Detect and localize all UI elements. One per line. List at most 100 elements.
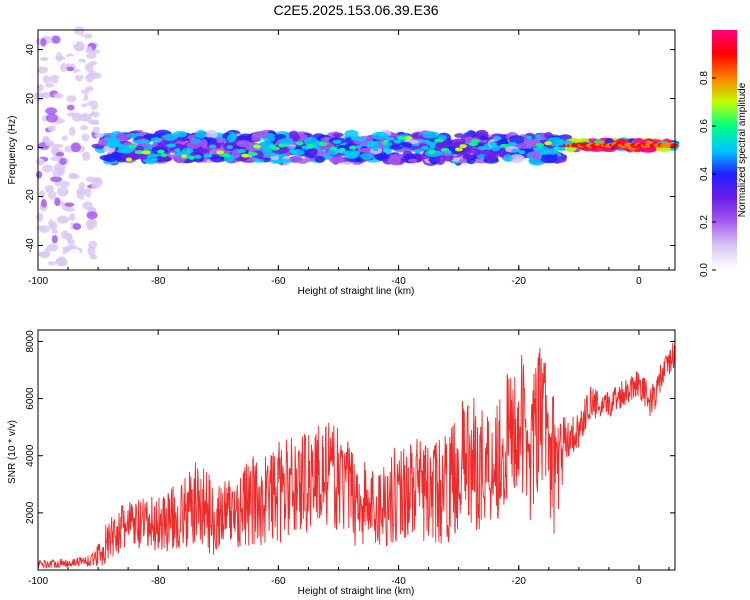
spectrogram-ridge-cell — [384, 136, 395, 141]
spectrogram-cell — [309, 147, 318, 155]
spectrogram-cell — [540, 154, 558, 164]
spectrogram-cell — [360, 153, 374, 160]
spectrogram-cell — [40, 56, 49, 62]
spectrogram-cell — [85, 62, 94, 72]
spectrogram-ridge-cell — [220, 153, 231, 158]
spectrogram-cell — [53, 93, 64, 99]
snr-x-tick-label: -20 — [512, 576, 527, 587]
spectrogram-cell — [66, 95, 77, 103]
spectrogram-cell — [40, 38, 47, 47]
spectrogram-ridge-cell — [141, 150, 151, 155]
spectrogram-cell — [408, 158, 418, 163]
spectrogram-x-tick-label: -20 — [512, 276, 527, 287]
spectrogram-cell — [462, 154, 474, 160]
spectrogram-cell — [332, 132, 344, 138]
spectrogram-ridge-cell — [488, 141, 497, 146]
snr-y-tick-label: 8000 — [25, 330, 36, 353]
spectrogram-y-tick-label: -20 — [25, 189, 36, 204]
spectrogram-cell — [68, 213, 76, 222]
spectrogram-cell — [42, 75, 51, 84]
spectrogram-cell — [66, 55, 77, 63]
spectrogram-ridge-cell — [459, 144, 467, 149]
snr-series — [37, 343, 676, 569]
spectrogram-cell — [71, 155, 83, 162]
colorbar-ticks: 0.0 0.2 0.4 0.6 0.8 — [699, 71, 716, 277]
spectrogram-ridge-cell — [499, 143, 510, 148]
spectrogram-ridge-cell — [454, 147, 463, 152]
spectrogram-cell — [86, 52, 97, 59]
spectrogram-cell — [59, 62, 68, 72]
spectrogram-ridge-cell — [194, 154, 202, 159]
spectrogram-cell — [195, 129, 207, 139]
spectrogram-cell — [443, 154, 454, 162]
snr-x-label: Height of straight line (km) — [298, 586, 415, 597]
spectrogram-cell — [387, 156, 401, 165]
spectrogram-cell — [144, 133, 157, 139]
spectrogram-cell — [135, 145, 145, 152]
spectrogram-ridge-cell — [160, 153, 167, 158]
spectrogram-cell — [503, 154, 513, 162]
spectrogram-cell — [65, 233, 73, 241]
snr-x-tick-label: 0 — [636, 576, 642, 587]
spectrogram-x-tick-label: -80 — [151, 276, 166, 287]
spectrogram-cell — [61, 135, 68, 141]
spectrogram-cell — [531, 150, 541, 161]
spectrogram-cell — [227, 133, 236, 143]
spectrogram-ridge-cell — [188, 155, 196, 160]
spectrogram-x-tick-label: 0 — [636, 276, 642, 287]
spectrogram-cell — [39, 232, 47, 239]
spectrogram-cell — [44, 82, 54, 88]
spectrogram-ridge-cell — [393, 139, 402, 144]
spectrogram-cell — [435, 142, 446, 148]
spectrogram-cell — [55, 258, 68, 267]
colorbar-label: Normalized spectral amplitude — [737, 82, 748, 217]
spectrogram-x-tick-label: -40 — [391, 276, 406, 287]
spectrogram-cell — [43, 30, 53, 38]
spectrogram-ridge-cell — [357, 137, 367, 142]
spectrogram-ridge-cell — [263, 146, 270, 151]
spectrogram-cell — [88, 217, 95, 228]
spectrogram-ridge-cell — [348, 145, 357, 150]
spectrogram-ridge-cell — [157, 149, 165, 154]
spectrogram-cell — [133, 139, 151, 145]
spectrogram-ridge-cell — [381, 141, 388, 146]
spectrogram-ridge-cell — [478, 146, 487, 151]
spectrogram-ridge-cell — [563, 140, 573, 145]
spectrogram-cell — [508, 135, 525, 144]
spectrogram-cell — [195, 146, 205, 154]
colorbar-gradient — [712, 30, 737, 270]
spectrogram-ridge-cell — [181, 154, 188, 159]
spectrogram-cell — [46, 244, 59, 252]
colorbar-tick-label: 0.4 — [699, 167, 710, 181]
spectrogram-ridge-cell — [397, 136, 405, 141]
snr-x-tick-label: -80 — [151, 576, 166, 587]
spectrogram-cell — [245, 142, 258, 152]
spectrogram-ridge-cell — [166, 143, 176, 148]
spectrogram-ridge-cell — [115, 143, 124, 148]
snr-line — [37, 343, 676, 569]
spectrogram-cell — [49, 75, 60, 84]
spectrogram-x-axis: -100 -80 -60 -40 -20 0 — [28, 30, 670, 287]
spectrogram-cell — [491, 133, 503, 138]
spectrogram-cell — [91, 121, 100, 126]
spectrogram-ridge-cell — [404, 136, 413, 141]
spectrogram-cell — [35, 158, 45, 166]
spectrogram-cell — [47, 125, 57, 132]
spectrogram-cell — [51, 35, 61, 44]
spectrogram-cell — [297, 158, 308, 164]
spectrogram-cell — [199, 138, 208, 148]
spectrogram-cell — [66, 104, 75, 111]
spectrogram-cell — [544, 131, 553, 139]
spectrogram-cell — [479, 136, 489, 141]
snr-y-tick-label: 4000 — [25, 444, 36, 467]
spectrogram-y-tick-label: 40 — [25, 44, 36, 56]
spectrogram-cell — [68, 126, 76, 136]
spectrogram-cell — [70, 142, 81, 153]
spectrogram-cell — [490, 144, 501, 152]
snr-frame — [37, 329, 676, 571]
spectrogram-cell — [72, 223, 82, 230]
spectrogram-cell — [84, 104, 92, 115]
spectrogram-ridge-cell — [236, 148, 247, 153]
spectrogram-cell — [314, 155, 326, 163]
